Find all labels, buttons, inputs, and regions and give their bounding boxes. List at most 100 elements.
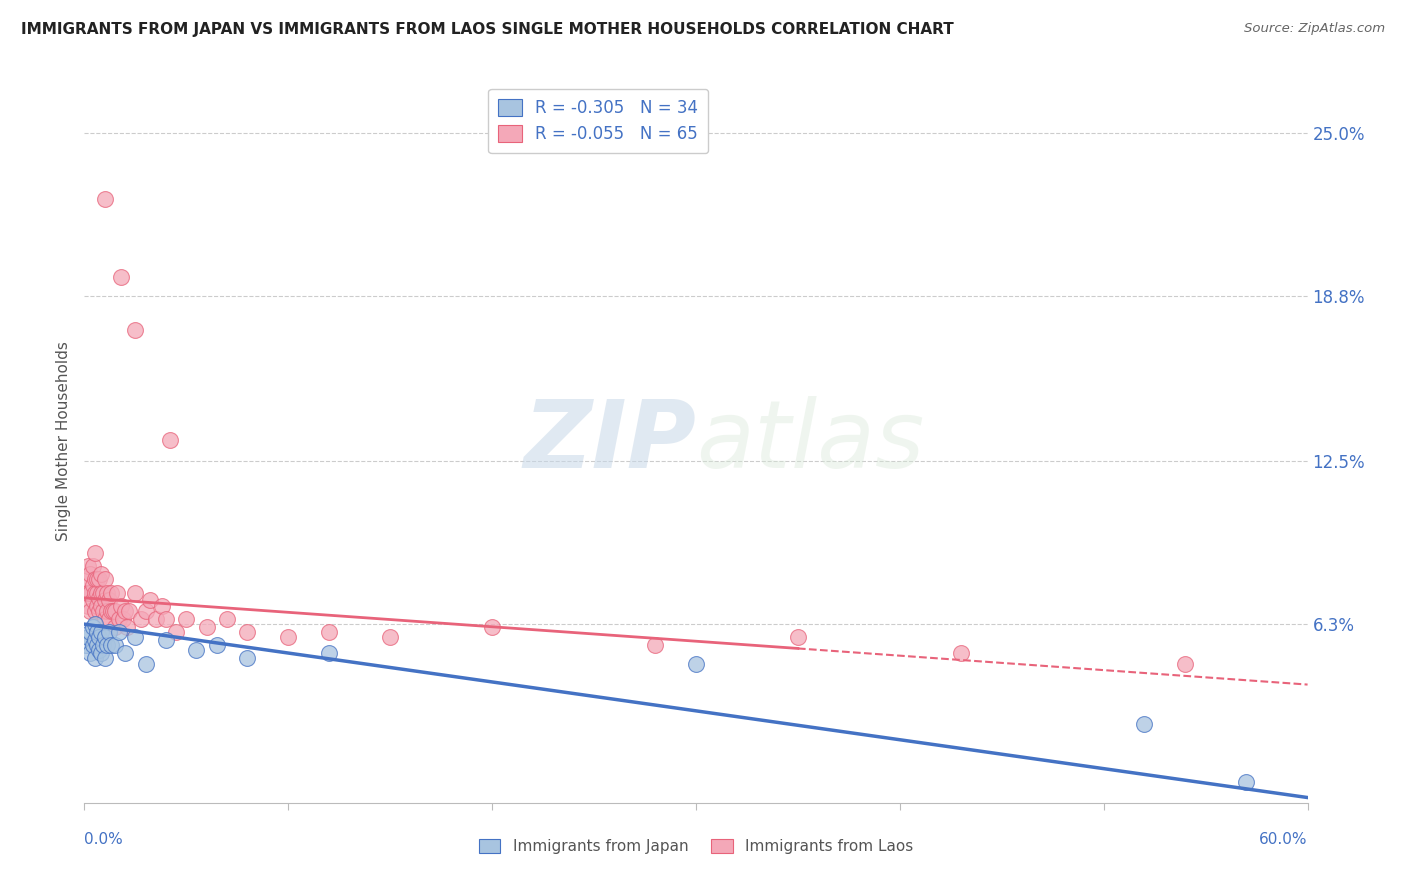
Point bbox=[104, 638, 127, 652]
Point bbox=[195, 620, 218, 634]
Point bbox=[82, 638, 104, 652]
Point bbox=[380, 630, 402, 644]
Point bbox=[318, 625, 340, 640]
Point bbox=[75, 585, 97, 599]
Point bbox=[83, 546, 105, 560]
Point bbox=[118, 604, 141, 618]
Point bbox=[100, 638, 122, 652]
Point bbox=[108, 625, 131, 640]
Point bbox=[83, 617, 105, 632]
Point bbox=[277, 630, 299, 644]
Point bbox=[110, 599, 132, 613]
Point bbox=[155, 632, 177, 647]
Point bbox=[165, 625, 187, 640]
Point bbox=[112, 612, 135, 626]
Point bbox=[236, 625, 259, 640]
Point bbox=[155, 612, 177, 626]
Point bbox=[79, 604, 101, 618]
Point bbox=[145, 612, 167, 626]
Point bbox=[96, 604, 118, 618]
Point bbox=[104, 604, 127, 618]
Point bbox=[83, 604, 105, 618]
Point bbox=[1133, 717, 1156, 731]
Point bbox=[97, 612, 120, 626]
Point bbox=[236, 651, 259, 665]
Point bbox=[91, 604, 114, 618]
Text: ZIP: ZIP bbox=[523, 395, 696, 488]
Point bbox=[217, 612, 239, 626]
Point bbox=[101, 604, 124, 618]
Point bbox=[104, 620, 127, 634]
Point bbox=[96, 638, 118, 652]
Point bbox=[86, 638, 108, 652]
Point bbox=[124, 323, 146, 337]
Point bbox=[100, 604, 122, 618]
Text: atlas: atlas bbox=[696, 396, 924, 487]
Point bbox=[82, 620, 104, 634]
Point bbox=[87, 604, 110, 618]
Point bbox=[186, 643, 208, 657]
Point bbox=[79, 585, 101, 599]
Point bbox=[83, 573, 105, 587]
Point bbox=[77, 630, 100, 644]
Point bbox=[318, 646, 340, 660]
Point bbox=[135, 604, 157, 618]
Point bbox=[79, 646, 101, 660]
Point bbox=[97, 625, 120, 640]
Point bbox=[87, 591, 110, 605]
Point bbox=[93, 573, 115, 587]
Point bbox=[82, 559, 104, 574]
Point bbox=[90, 585, 112, 599]
Point bbox=[83, 632, 105, 647]
Point bbox=[82, 593, 104, 607]
Point bbox=[86, 573, 108, 587]
Y-axis label: Single Mother Households: Single Mother Households bbox=[56, 342, 72, 541]
Text: 0.0%: 0.0% bbox=[84, 831, 124, 847]
Text: IMMIGRANTS FROM JAPAN VS IMMIGRANTS FROM LAOS SINGLE MOTHER HOUSEHOLDS CORRELATI: IMMIGRANTS FROM JAPAN VS IMMIGRANTS FROM… bbox=[21, 22, 953, 37]
Point bbox=[79, 625, 101, 640]
Point bbox=[90, 599, 112, 613]
Legend: R = -0.305   N = 34, R = -0.055   N = 65: R = -0.305 N = 34, R = -0.055 N = 65 bbox=[488, 88, 709, 153]
Point bbox=[114, 604, 136, 618]
Point bbox=[1174, 657, 1197, 671]
Point bbox=[205, 638, 228, 652]
Point bbox=[1236, 774, 1258, 789]
Point bbox=[950, 646, 973, 660]
Point bbox=[159, 434, 181, 448]
Point bbox=[90, 625, 112, 640]
Point bbox=[75, 573, 97, 587]
Point bbox=[83, 651, 105, 665]
Point bbox=[93, 651, 115, 665]
Point bbox=[105, 585, 128, 599]
Point bbox=[91, 585, 114, 599]
Point bbox=[83, 585, 105, 599]
Point bbox=[77, 599, 100, 613]
Point bbox=[93, 192, 115, 206]
Text: 60.0%: 60.0% bbox=[1260, 831, 1308, 847]
Point bbox=[114, 646, 136, 660]
Point bbox=[108, 612, 131, 626]
Point bbox=[90, 646, 112, 660]
Point bbox=[124, 630, 146, 644]
Point bbox=[93, 612, 115, 626]
Point bbox=[100, 585, 122, 599]
Point bbox=[96, 585, 118, 599]
Point bbox=[787, 630, 810, 644]
Point bbox=[644, 638, 666, 652]
Point bbox=[138, 593, 160, 607]
Point bbox=[86, 599, 108, 613]
Point bbox=[87, 643, 110, 657]
Point bbox=[82, 578, 104, 592]
Point bbox=[87, 630, 110, 644]
Point bbox=[93, 593, 115, 607]
Point bbox=[86, 625, 108, 640]
Point bbox=[86, 585, 108, 599]
Point bbox=[135, 657, 157, 671]
Point bbox=[75, 638, 97, 652]
Point bbox=[174, 612, 197, 626]
Point bbox=[93, 630, 115, 644]
Point bbox=[110, 270, 132, 285]
Point bbox=[131, 612, 153, 626]
Point bbox=[77, 559, 100, 574]
Point bbox=[77, 585, 100, 599]
